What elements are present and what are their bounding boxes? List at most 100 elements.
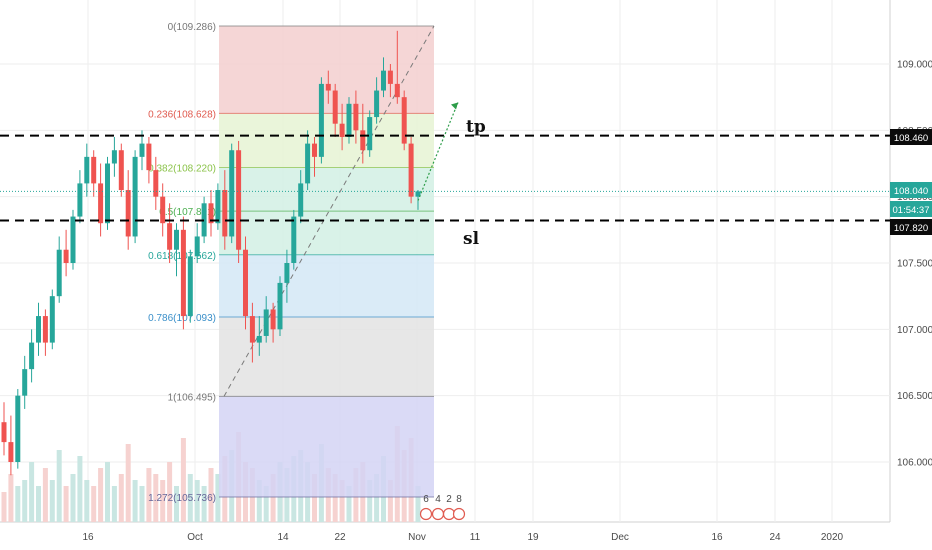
fibonacci-retracement[interactable]: 0(109.286) 0.236(108.628) 0.382(108.220) 0.…	[148, 22, 435, 504]
candle-body	[408, 143, 414, 197]
candle	[1, 402, 7, 456]
candle-body	[70, 216, 76, 263]
candle	[353, 90, 359, 144]
candle-body	[22, 369, 28, 396]
candle-body	[167, 223, 173, 250]
candle-body	[49, 296, 55, 343]
candle	[146, 136, 152, 184]
candle	[360, 103, 366, 164]
candle	[408, 136, 414, 204]
candle	[298, 170, 304, 224]
volume-bar	[187, 474, 193, 522]
volume-bar	[160, 480, 166, 522]
time-tick-label: 16	[82, 532, 94, 543]
time-axis[interactable]: 16 Oct 14 22 Nov 11 19 Dec 16 24 2020	[82, 532, 843, 543]
volume-bar	[256, 480, 262, 522]
candle-body	[298, 183, 304, 217]
candle	[291, 209, 297, 270]
candle-body	[36, 316, 41, 343]
volume-bar	[1, 492, 7, 522]
volume-bar	[36, 486, 41, 522]
candle-body	[381, 70, 386, 91]
countdown-badge-text: 01:54:37	[893, 205, 930, 216]
candle	[77, 170, 83, 224]
candle-body	[367, 117, 373, 151]
candle	[167, 203, 173, 263]
event-icon: 6	[419, 494, 433, 521]
projection-arrow-line	[417, 102, 459, 201]
volume-bar	[332, 474, 338, 522]
candle	[284, 249, 290, 303]
candle	[249, 302, 255, 363]
time-tick-label: Oct	[187, 532, 203, 543]
candle	[36, 302, 41, 356]
volume-bar	[215, 474, 221, 522]
plot-area[interactable]	[0, 0, 890, 522]
candle	[63, 229, 69, 277]
candle	[318, 77, 324, 164]
candle-body	[277, 282, 283, 330]
candle-body	[215, 190, 221, 224]
volume-bar	[180, 438, 186, 522]
candle	[387, 64, 393, 98]
candle-body	[139, 143, 145, 157]
candle-body	[243, 249, 248, 317]
sl-annotation: sl	[463, 229, 480, 249]
fib-zone	[219, 211, 434, 255]
candle	[91, 150, 97, 197]
candle	[394, 30, 400, 104]
candlesticks	[1, 30, 421, 476]
fib-zone	[219, 396, 434, 498]
candle-body	[194, 236, 200, 257]
volume-bar	[91, 486, 97, 522]
candle	[339, 103, 345, 151]
candle-body	[208, 203, 214, 224]
fib-zone	[219, 113, 434, 168]
candle-body	[187, 256, 193, 317]
candle	[111, 136, 117, 177]
candle	[277, 276, 283, 336]
candle-body	[394, 83, 400, 98]
time-tick-label: 16	[711, 532, 723, 543]
candle-body	[1, 422, 7, 443]
candle	[56, 236, 62, 303]
volume-bar	[63, 486, 69, 522]
sl-price-badge: 107.820	[890, 219, 932, 235]
event-icon-label: 2	[446, 494, 452, 505]
candle-body	[56, 249, 62, 297]
candle	[49, 289, 55, 350]
volume-bar	[22, 480, 28, 522]
time-tick-label: Dec	[611, 532, 629, 543]
price-axis[interactable]: 109.000108.500108.000107.500107.000106.5…	[897, 60, 932, 469]
tp-price-badge-text: 108.460	[894, 133, 928, 144]
volume-bar	[105, 462, 110, 522]
candle-body	[236, 150, 242, 250]
volume-bar	[263, 486, 269, 522]
price-tick-label: 109.000	[897, 60, 932, 71]
candle	[132, 150, 138, 244]
volume-bar	[70, 474, 76, 522]
projection-arrow-head	[451, 102, 458, 110]
candle	[29, 329, 35, 383]
candle-body	[249, 316, 255, 343]
candle	[401, 90, 407, 151]
fib-level-label: 0.5(107.891)	[159, 207, 216, 218]
candle-body	[270, 309, 276, 330]
candle	[8, 415, 14, 476]
candle-body	[325, 83, 331, 91]
volume-bar	[194, 480, 200, 522]
fib-level-label: 1.272(105.736)	[148, 493, 216, 504]
candle	[42, 309, 48, 356]
candle-body	[284, 263, 290, 283]
price-tick-label: 106.000	[897, 458, 932, 469]
candle	[201, 196, 207, 244]
candle	[256, 316, 262, 356]
candle-body	[29, 342, 35, 370]
candle-body	[339, 123, 345, 137]
time-tick-label: 24	[769, 532, 781, 543]
event-icon: 8	[452, 494, 466, 521]
volume-bar	[167, 462, 173, 522]
